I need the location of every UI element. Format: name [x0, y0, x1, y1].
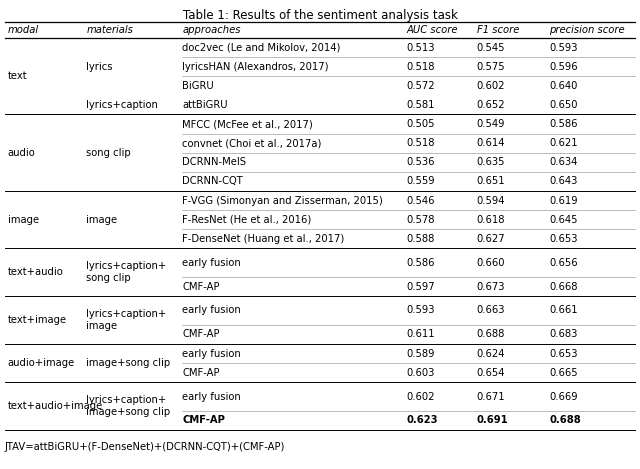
Text: 0.621: 0.621 — [549, 138, 578, 148]
Text: DCRNN-MelS: DCRNN-MelS — [182, 157, 246, 167]
Text: 0.640: 0.640 — [549, 81, 577, 91]
Text: 0.505: 0.505 — [406, 119, 435, 129]
Text: 0.597: 0.597 — [406, 281, 435, 292]
Text: 0.614: 0.614 — [477, 138, 506, 148]
Text: precision score: precision score — [549, 25, 625, 35]
Text: lyrics+caption: lyrics+caption — [86, 100, 158, 110]
Text: 0.663: 0.663 — [477, 305, 506, 316]
Text: 0.536: 0.536 — [406, 157, 435, 167]
Text: convnet (Choi et al., 2017a): convnet (Choi et al., 2017a) — [182, 138, 322, 148]
Text: F-ResNet (He et al., 2016): F-ResNet (He et al., 2016) — [182, 215, 312, 225]
Text: modal: modal — [8, 25, 39, 35]
Text: 0.623: 0.623 — [406, 416, 438, 425]
Text: 0.650: 0.650 — [549, 100, 578, 110]
Text: 0.627: 0.627 — [477, 234, 506, 244]
Text: 0.611: 0.611 — [406, 329, 435, 340]
Text: 0.602: 0.602 — [477, 81, 506, 91]
Text: early fusion: early fusion — [182, 348, 241, 358]
Text: 0.673: 0.673 — [477, 281, 506, 292]
Text: attBiGRU: attBiGRU — [182, 100, 228, 110]
Text: BiGRU: BiGRU — [182, 81, 214, 91]
Text: early fusion: early fusion — [182, 305, 241, 316]
Text: 0.549: 0.549 — [477, 119, 506, 129]
Text: 0.691: 0.691 — [477, 416, 509, 425]
Text: lyrics+caption+
image: lyrics+caption+ image — [86, 309, 166, 331]
Text: 0.513: 0.513 — [406, 43, 435, 53]
Text: MFCC (McFee et al., 2017): MFCC (McFee et al., 2017) — [182, 119, 313, 129]
Text: 0.665: 0.665 — [549, 368, 578, 378]
Text: 0.596: 0.596 — [549, 62, 578, 72]
Text: 0.578: 0.578 — [406, 215, 435, 225]
Text: 0.683: 0.683 — [549, 329, 577, 340]
Text: 0.645: 0.645 — [549, 215, 578, 225]
Text: 0.518: 0.518 — [406, 62, 435, 72]
Text: audio: audio — [8, 148, 35, 158]
Text: 0.653: 0.653 — [549, 348, 578, 358]
Text: 0.634: 0.634 — [549, 157, 577, 167]
Text: 0.594: 0.594 — [477, 196, 506, 205]
Text: 0.589: 0.589 — [406, 348, 435, 358]
Text: 0.643: 0.643 — [549, 176, 577, 186]
Text: 0.593: 0.593 — [406, 305, 435, 316]
Text: early fusion: early fusion — [182, 257, 241, 268]
Text: materials: materials — [86, 25, 133, 35]
Text: text+audio: text+audio — [8, 267, 63, 277]
Text: 0.588: 0.588 — [406, 234, 435, 244]
Text: F-VGG (Simonyan and Zisserman, 2015): F-VGG (Simonyan and Zisserman, 2015) — [182, 196, 383, 205]
Text: 0.559: 0.559 — [406, 176, 435, 186]
Text: 0.593: 0.593 — [549, 43, 578, 53]
Text: 0.660: 0.660 — [477, 257, 506, 268]
Text: image: image — [8, 215, 39, 225]
Text: CMF-AP: CMF-AP — [182, 281, 220, 292]
Text: lyrics+caption+
image+song clip: lyrics+caption+ image+song clip — [86, 395, 170, 417]
Text: 0.624: 0.624 — [477, 348, 506, 358]
Text: 0.656: 0.656 — [549, 257, 578, 268]
Text: 0.688: 0.688 — [477, 329, 505, 340]
Text: 0.546: 0.546 — [406, 196, 435, 205]
Text: JTAV=attBiGRU+(F-DenseNet)+(DCRNN-CQT)+(CMF-AP): JTAV=attBiGRU+(F-DenseNet)+(DCRNN-CQT)+(… — [5, 442, 285, 452]
Text: 0.586: 0.586 — [406, 257, 435, 268]
Text: 0.654: 0.654 — [477, 368, 506, 378]
Text: 0.518: 0.518 — [406, 138, 435, 148]
Text: lyrics: lyrics — [86, 62, 113, 72]
Text: 0.618: 0.618 — [477, 215, 506, 225]
Text: 0.671: 0.671 — [477, 392, 506, 401]
Text: 0.575: 0.575 — [477, 62, 506, 72]
Text: F-DenseNet (Huang et al., 2017): F-DenseNet (Huang et al., 2017) — [182, 234, 345, 244]
Text: 0.652: 0.652 — [477, 100, 506, 110]
Text: 0.619: 0.619 — [549, 196, 578, 205]
Text: 0.651: 0.651 — [477, 176, 506, 186]
Text: lyricsHAN (Alexandros, 2017): lyricsHAN (Alexandros, 2017) — [182, 62, 329, 72]
Text: 0.669: 0.669 — [549, 392, 578, 401]
Text: 0.603: 0.603 — [406, 368, 435, 378]
Text: song clip: song clip — [86, 148, 131, 158]
Text: 0.545: 0.545 — [477, 43, 506, 53]
Text: audio+image: audio+image — [8, 358, 75, 368]
Text: 0.668: 0.668 — [549, 281, 578, 292]
Text: doc2vec (Le and Mikolov, 2014): doc2vec (Le and Mikolov, 2014) — [182, 43, 340, 53]
Text: 0.602: 0.602 — [406, 392, 435, 401]
Text: 0.586: 0.586 — [549, 119, 578, 129]
Text: text+audio+image: text+audio+image — [8, 401, 103, 411]
Text: CMF-AP: CMF-AP — [182, 368, 220, 378]
Text: 0.653: 0.653 — [549, 234, 578, 244]
Text: early fusion: early fusion — [182, 392, 241, 401]
Text: CMF-AP: CMF-AP — [182, 329, 220, 340]
Text: text: text — [8, 71, 28, 81]
Text: approaches: approaches — [182, 25, 241, 35]
Text: Table 1: Results of the sentiment analysis task: Table 1: Results of the sentiment analys… — [182, 9, 458, 22]
Text: AUC score: AUC score — [406, 25, 458, 35]
Text: image: image — [86, 215, 118, 225]
Text: 0.572: 0.572 — [406, 81, 435, 91]
Text: lyrics+caption+
song clip: lyrics+caption+ song clip — [86, 261, 166, 283]
Text: DCRNN-CQT: DCRNN-CQT — [182, 176, 243, 186]
Text: 0.688: 0.688 — [549, 416, 581, 425]
Text: 0.635: 0.635 — [477, 157, 506, 167]
Text: image+song clip: image+song clip — [86, 358, 170, 368]
Text: 0.581: 0.581 — [406, 100, 435, 110]
Text: F1 score: F1 score — [477, 25, 519, 35]
Text: 0.661: 0.661 — [549, 305, 578, 316]
Text: text+image: text+image — [8, 315, 67, 325]
Text: CMF-AP: CMF-AP — [182, 416, 225, 425]
